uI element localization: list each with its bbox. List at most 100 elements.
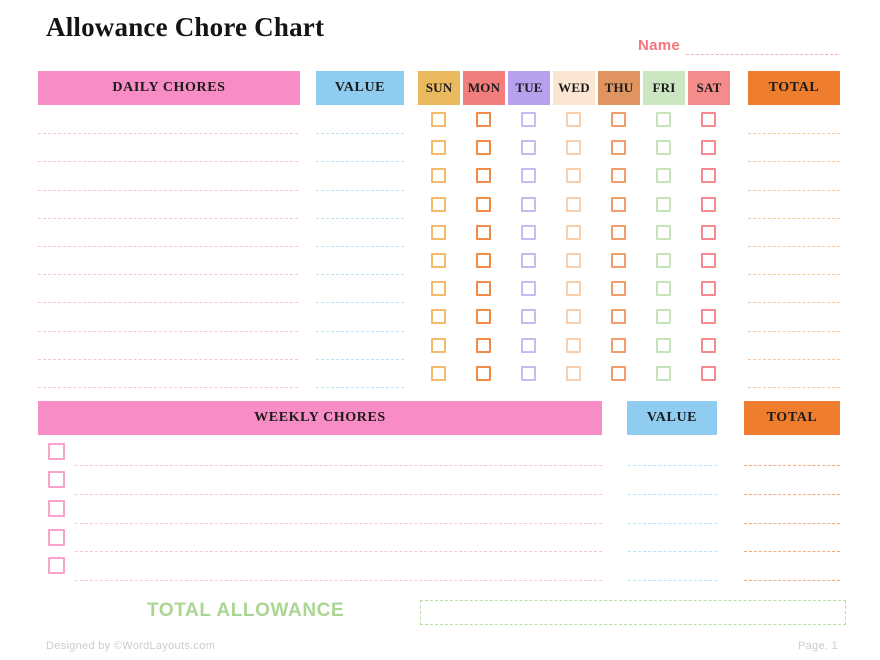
daily-checkbox-tue[interactable] [521, 253, 536, 268]
daily-checkbox-sat[interactable] [701, 196, 716, 212]
daily-checkbox-thu[interactable] [611, 140, 626, 156]
daily-checkbox-fri[interactable] [656, 140, 671, 156]
daily-checkbox-sat[interactable] [701, 140, 716, 156]
daily-value-field[interactable] [316, 133, 404, 135]
daily-total-field[interactable] [748, 386, 840, 388]
daily-total-field[interactable] [748, 358, 840, 360]
weekly-value-field[interactable] [628, 522, 717, 524]
weekly-checkbox[interactable] [48, 442, 65, 460]
daily-total-field[interactable] [748, 330, 840, 332]
daily-checkbox-tue[interactable] [521, 112, 536, 127]
daily-checkbox-mon[interactable] [476, 168, 491, 184]
daily-chore-field[interactable] [38, 189, 298, 191]
daily-checkbox-tue[interactable] [521, 196, 536, 212]
weekly-checkbox[interactable] [48, 499, 65, 517]
daily-chore-field[interactable] [38, 358, 298, 360]
daily-value-field[interactable] [316, 217, 404, 219]
daily-total-field[interactable] [748, 133, 840, 135]
weekly-value-field[interactable] [628, 551, 717, 553]
daily-checkbox-mon[interactable] [476, 365, 491, 381]
daily-checkbox-sun[interactable] [431, 140, 446, 156]
daily-checkbox-fri[interactable] [656, 365, 671, 381]
daily-value-field[interactable] [316, 386, 404, 388]
daily-checkbox-mon[interactable] [476, 337, 491, 353]
daily-checkbox-sun[interactable] [431, 337, 446, 353]
daily-checkbox-fri[interactable] [656, 196, 671, 212]
daily-checkbox-sat[interactable] [701, 337, 716, 353]
daily-chore-field[interactable] [38, 330, 298, 332]
daily-value-field[interactable] [316, 245, 404, 247]
daily-checkbox-mon[interactable] [476, 196, 491, 212]
daily-checkbox-sun[interactable] [431, 224, 446, 240]
daily-checkbox-wed[interactable] [566, 365, 581, 381]
daily-total-field[interactable] [748, 274, 840, 276]
daily-chore-field[interactable] [38, 386, 298, 388]
weekly-chore-field[interactable] [75, 522, 602, 524]
daily-checkbox-wed[interactable] [566, 253, 581, 268]
daily-checkbox-tue[interactable] [521, 337, 536, 353]
daily-chore-field[interactable] [38, 161, 298, 163]
daily-checkbox-fri[interactable] [656, 281, 671, 297]
weekly-total-field[interactable] [744, 493, 840, 495]
name-input-line[interactable] [686, 40, 838, 55]
daily-value-field[interactable] [316, 189, 404, 191]
daily-checkbox-wed[interactable] [566, 337, 581, 353]
daily-value-field[interactable] [316, 358, 404, 360]
daily-value-field[interactable] [316, 161, 404, 163]
daily-checkbox-fri[interactable] [656, 253, 671, 268]
daily-checkbox-tue[interactable] [521, 224, 536, 240]
daily-checkbox-wed[interactable] [566, 281, 581, 297]
daily-checkbox-mon[interactable] [476, 281, 491, 297]
weekly-chore-field[interactable] [75, 493, 602, 495]
daily-checkbox-wed[interactable] [566, 168, 581, 184]
daily-chore-field[interactable] [38, 245, 298, 247]
daily-chore-field[interactable] [38, 302, 298, 304]
daily-total-field[interactable] [748, 189, 840, 191]
daily-checkbox-fri[interactable] [656, 224, 671, 240]
daily-checkbox-mon[interactable] [476, 112, 491, 127]
daily-checkbox-fri[interactable] [656, 168, 671, 184]
daily-checkbox-sat[interactable] [701, 309, 716, 325]
daily-checkbox-wed[interactable] [566, 140, 581, 156]
daily-value-field[interactable] [316, 274, 404, 276]
daily-checkbox-mon[interactable] [476, 224, 491, 240]
weekly-value-field[interactable] [628, 465, 717, 467]
daily-checkbox-wed[interactable] [566, 224, 581, 240]
daily-checkbox-thu[interactable] [611, 365, 626, 381]
daily-total-field[interactable] [748, 161, 840, 163]
daily-checkbox-wed[interactable] [566, 309, 581, 325]
daily-checkbox-sun[interactable] [431, 196, 446, 212]
daily-checkbox-wed[interactable] [566, 196, 581, 212]
weekly-total-field[interactable] [744, 551, 840, 553]
weekly-checkbox[interactable] [48, 528, 65, 546]
weekly-value-field[interactable] [628, 579, 717, 581]
daily-checkbox-tue[interactable] [521, 140, 536, 156]
daily-checkbox-tue[interactable] [521, 309, 536, 325]
daily-checkbox-wed[interactable] [566, 112, 581, 127]
daily-checkbox-sun[interactable] [431, 281, 446, 297]
daily-checkbox-thu[interactable] [611, 281, 626, 297]
daily-value-field[interactable] [316, 302, 404, 304]
weekly-total-field[interactable] [744, 465, 840, 467]
daily-checkbox-thu[interactable] [611, 309, 626, 325]
daily-checkbox-mon[interactable] [476, 253, 491, 268]
daily-checkbox-fri[interactable] [656, 112, 671, 127]
daily-checkbox-tue[interactable] [521, 365, 536, 381]
daily-checkbox-mon[interactable] [476, 140, 491, 156]
daily-checkbox-mon[interactable] [476, 309, 491, 325]
daily-checkbox-sun[interactable] [431, 365, 446, 381]
daily-checkbox-sat[interactable] [701, 281, 716, 297]
daily-checkbox-thu[interactable] [611, 224, 626, 240]
weekly-chore-field[interactable] [75, 465, 602, 467]
daily-checkbox-sat[interactable] [701, 224, 716, 240]
daily-checkbox-thu[interactable] [611, 168, 626, 184]
daily-checkbox-tue[interactable] [521, 168, 536, 184]
daily-checkbox-fri[interactable] [656, 337, 671, 353]
daily-checkbox-sun[interactable] [431, 309, 446, 325]
daily-checkbox-thu[interactable] [611, 196, 626, 212]
daily-checkbox-sat[interactable] [701, 365, 716, 381]
daily-checkbox-thu[interactable] [611, 253, 626, 268]
daily-checkbox-thu[interactable] [611, 337, 626, 353]
daily-checkbox-tue[interactable] [521, 281, 536, 297]
weekly-total-field[interactable] [744, 579, 840, 581]
